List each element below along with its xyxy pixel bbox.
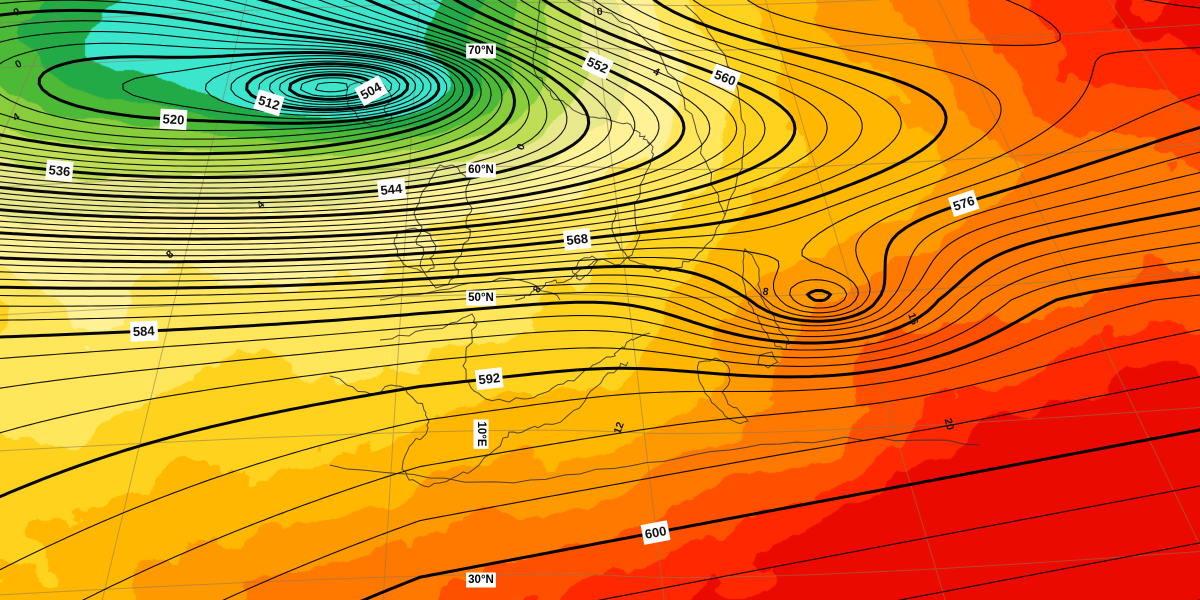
svg-text:4: 4: [651, 66, 662, 79]
svg-text:20: 20: [942, 417, 957, 432]
svg-text:4: 4: [255, 198, 268, 211]
svg-text:536: 536: [48, 162, 71, 179]
svg-text:70°N: 70°N: [468, 45, 494, 57]
svg-text:544: 544: [380, 181, 404, 198]
svg-text:584: 584: [133, 323, 156, 339]
svg-text:592: 592: [478, 370, 501, 387]
svg-text:10°E: 10°E: [475, 421, 487, 446]
svg-text:50°N: 50°N: [468, 292, 494, 304]
svg-text:60°N: 60°N: [468, 164, 494, 176]
svg-text:30°N: 30°N: [468, 574, 494, 586]
svg-text:4: 4: [11, 111, 22, 124]
svg-text:568: 568: [566, 231, 589, 248]
svg-text:0: 0: [596, 6, 603, 18]
svg-text:0: 0: [515, 142, 528, 152]
svg-text:520: 520: [162, 111, 185, 127]
svg-text:12: 12: [612, 420, 627, 435]
svg-text:0: 0: [13, 58, 24, 71]
